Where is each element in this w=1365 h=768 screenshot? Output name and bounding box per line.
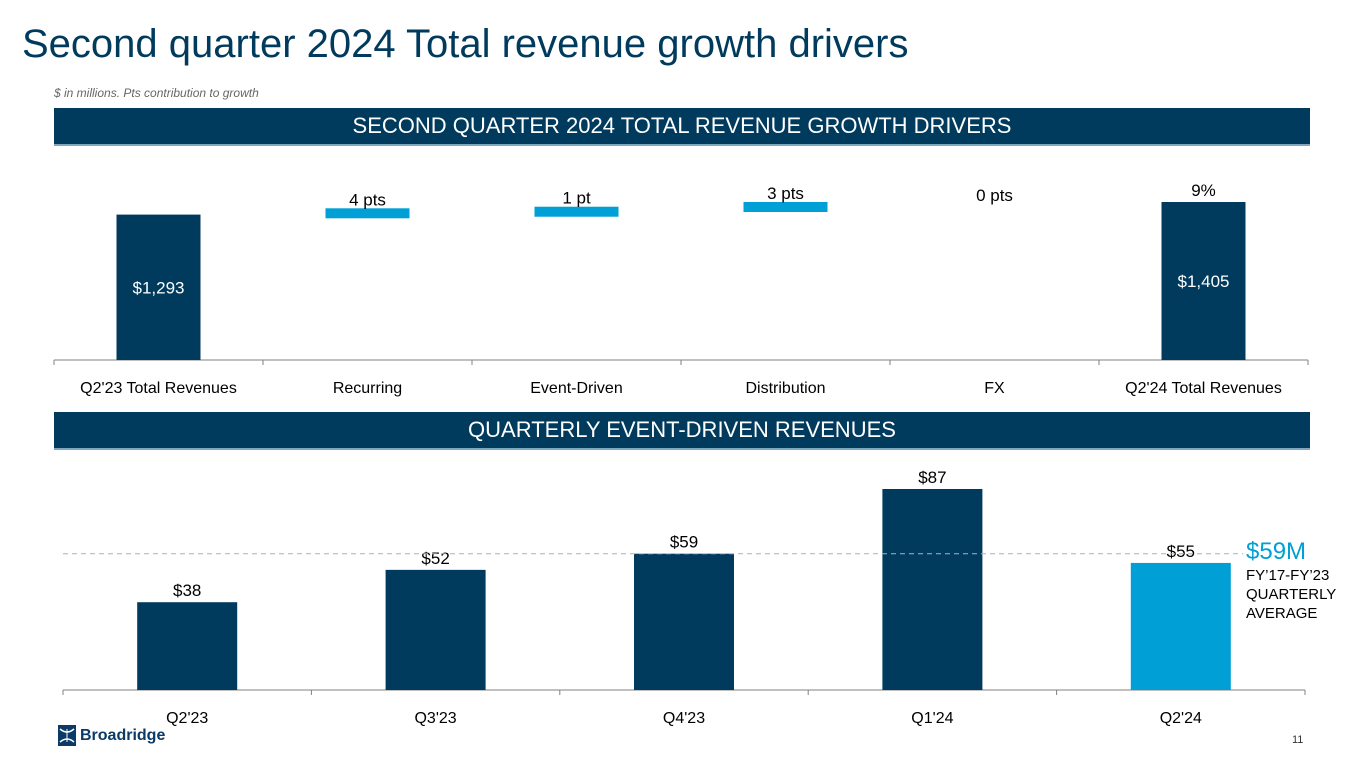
broadridge-logo-text: Broadridge [80, 726, 166, 744]
waterfall-total-bar [116, 214, 201, 360]
event-bar-value-label: $59 [670, 533, 698, 552]
broadridge-logo-icon [58, 725, 76, 746]
average-value: $59M [1246, 538, 1307, 565]
waterfall-increment-label: 1 pt [562, 189, 591, 208]
waterfall-bar-value-label: $1,405 [1178, 272, 1230, 291]
event-category-label: Q4'23 [663, 710, 705, 727]
event-bar-value-label: $52 [421, 549, 449, 568]
waterfall-chart-banner: SECOND QUARTER 2024 TOTAL REVENUE GROWTH… [54, 108, 1310, 146]
waterfall-category-label: Q2'23 Total Revenues [80, 380, 237, 397]
waterfall-increment-bar [743, 202, 828, 212]
waterfall-category-label: FX [984, 380, 1005, 397]
page-title: Second quarter 2024 Total revenue growth… [22, 22, 909, 66]
waterfall-total-bar [1161, 202, 1246, 360]
event-bar [137, 602, 238, 690]
waterfall-bar-value-label: $1,293 [133, 278, 185, 297]
waterfall-increment-label: 4 pts [349, 190, 386, 209]
event-category-label: Q2'23 [166, 710, 208, 727]
waterfall-category-label: Event-Driven [530, 380, 622, 397]
event-bar [634, 553, 734, 690]
waterfall-increment-bar [325, 208, 410, 219]
waterfall-increment-label: 0 pts [976, 186, 1013, 205]
event-category-label: Q3'23 [414, 710, 456, 727]
event-bar [1130, 562, 1231, 690]
waterfall-increment-bar [534, 206, 619, 217]
page-number: 11 [1292, 734, 1304, 746]
event-category-label: Q1'24 [911, 710, 953, 727]
event-driven-chart-banner: QUARTERLY EVENT-DRIVEN REVENUES [54, 412, 1310, 450]
units-note: $ in millions. Pts contribution to growt… [54, 86, 259, 100]
waterfall-total-growth-label: 9% [1191, 181, 1216, 200]
waterfall-category-label: Distribution [745, 380, 825, 397]
average-desc-line2: QUARTERLY [1246, 586, 1337, 603]
average-desc-line1: FY’17-FY’23 [1246, 567, 1330, 584]
event-bar [882, 489, 983, 690]
event-category-label: Q2'24 [1160, 710, 1202, 727]
event-bar-value-label: $87 [918, 468, 946, 487]
event-bar [385, 569, 486, 690]
event-bar-value-label: $55 [1167, 542, 1195, 561]
average-callout: $59M FY’17-FY’23 QUARTERLY AVERAGE [1246, 538, 1336, 623]
event-bar-value-label: $38 [173, 581, 201, 600]
waterfall-increment-label: 3 pts [767, 184, 804, 203]
waterfall-category-label: Recurring [333, 380, 402, 397]
waterfall-category-label: Q2'24 Total Revenues [1125, 380, 1282, 397]
broadridge-logo: Broadridge [58, 725, 165, 746]
average-desc-line3: AVERAGE [1246, 605, 1318, 622]
